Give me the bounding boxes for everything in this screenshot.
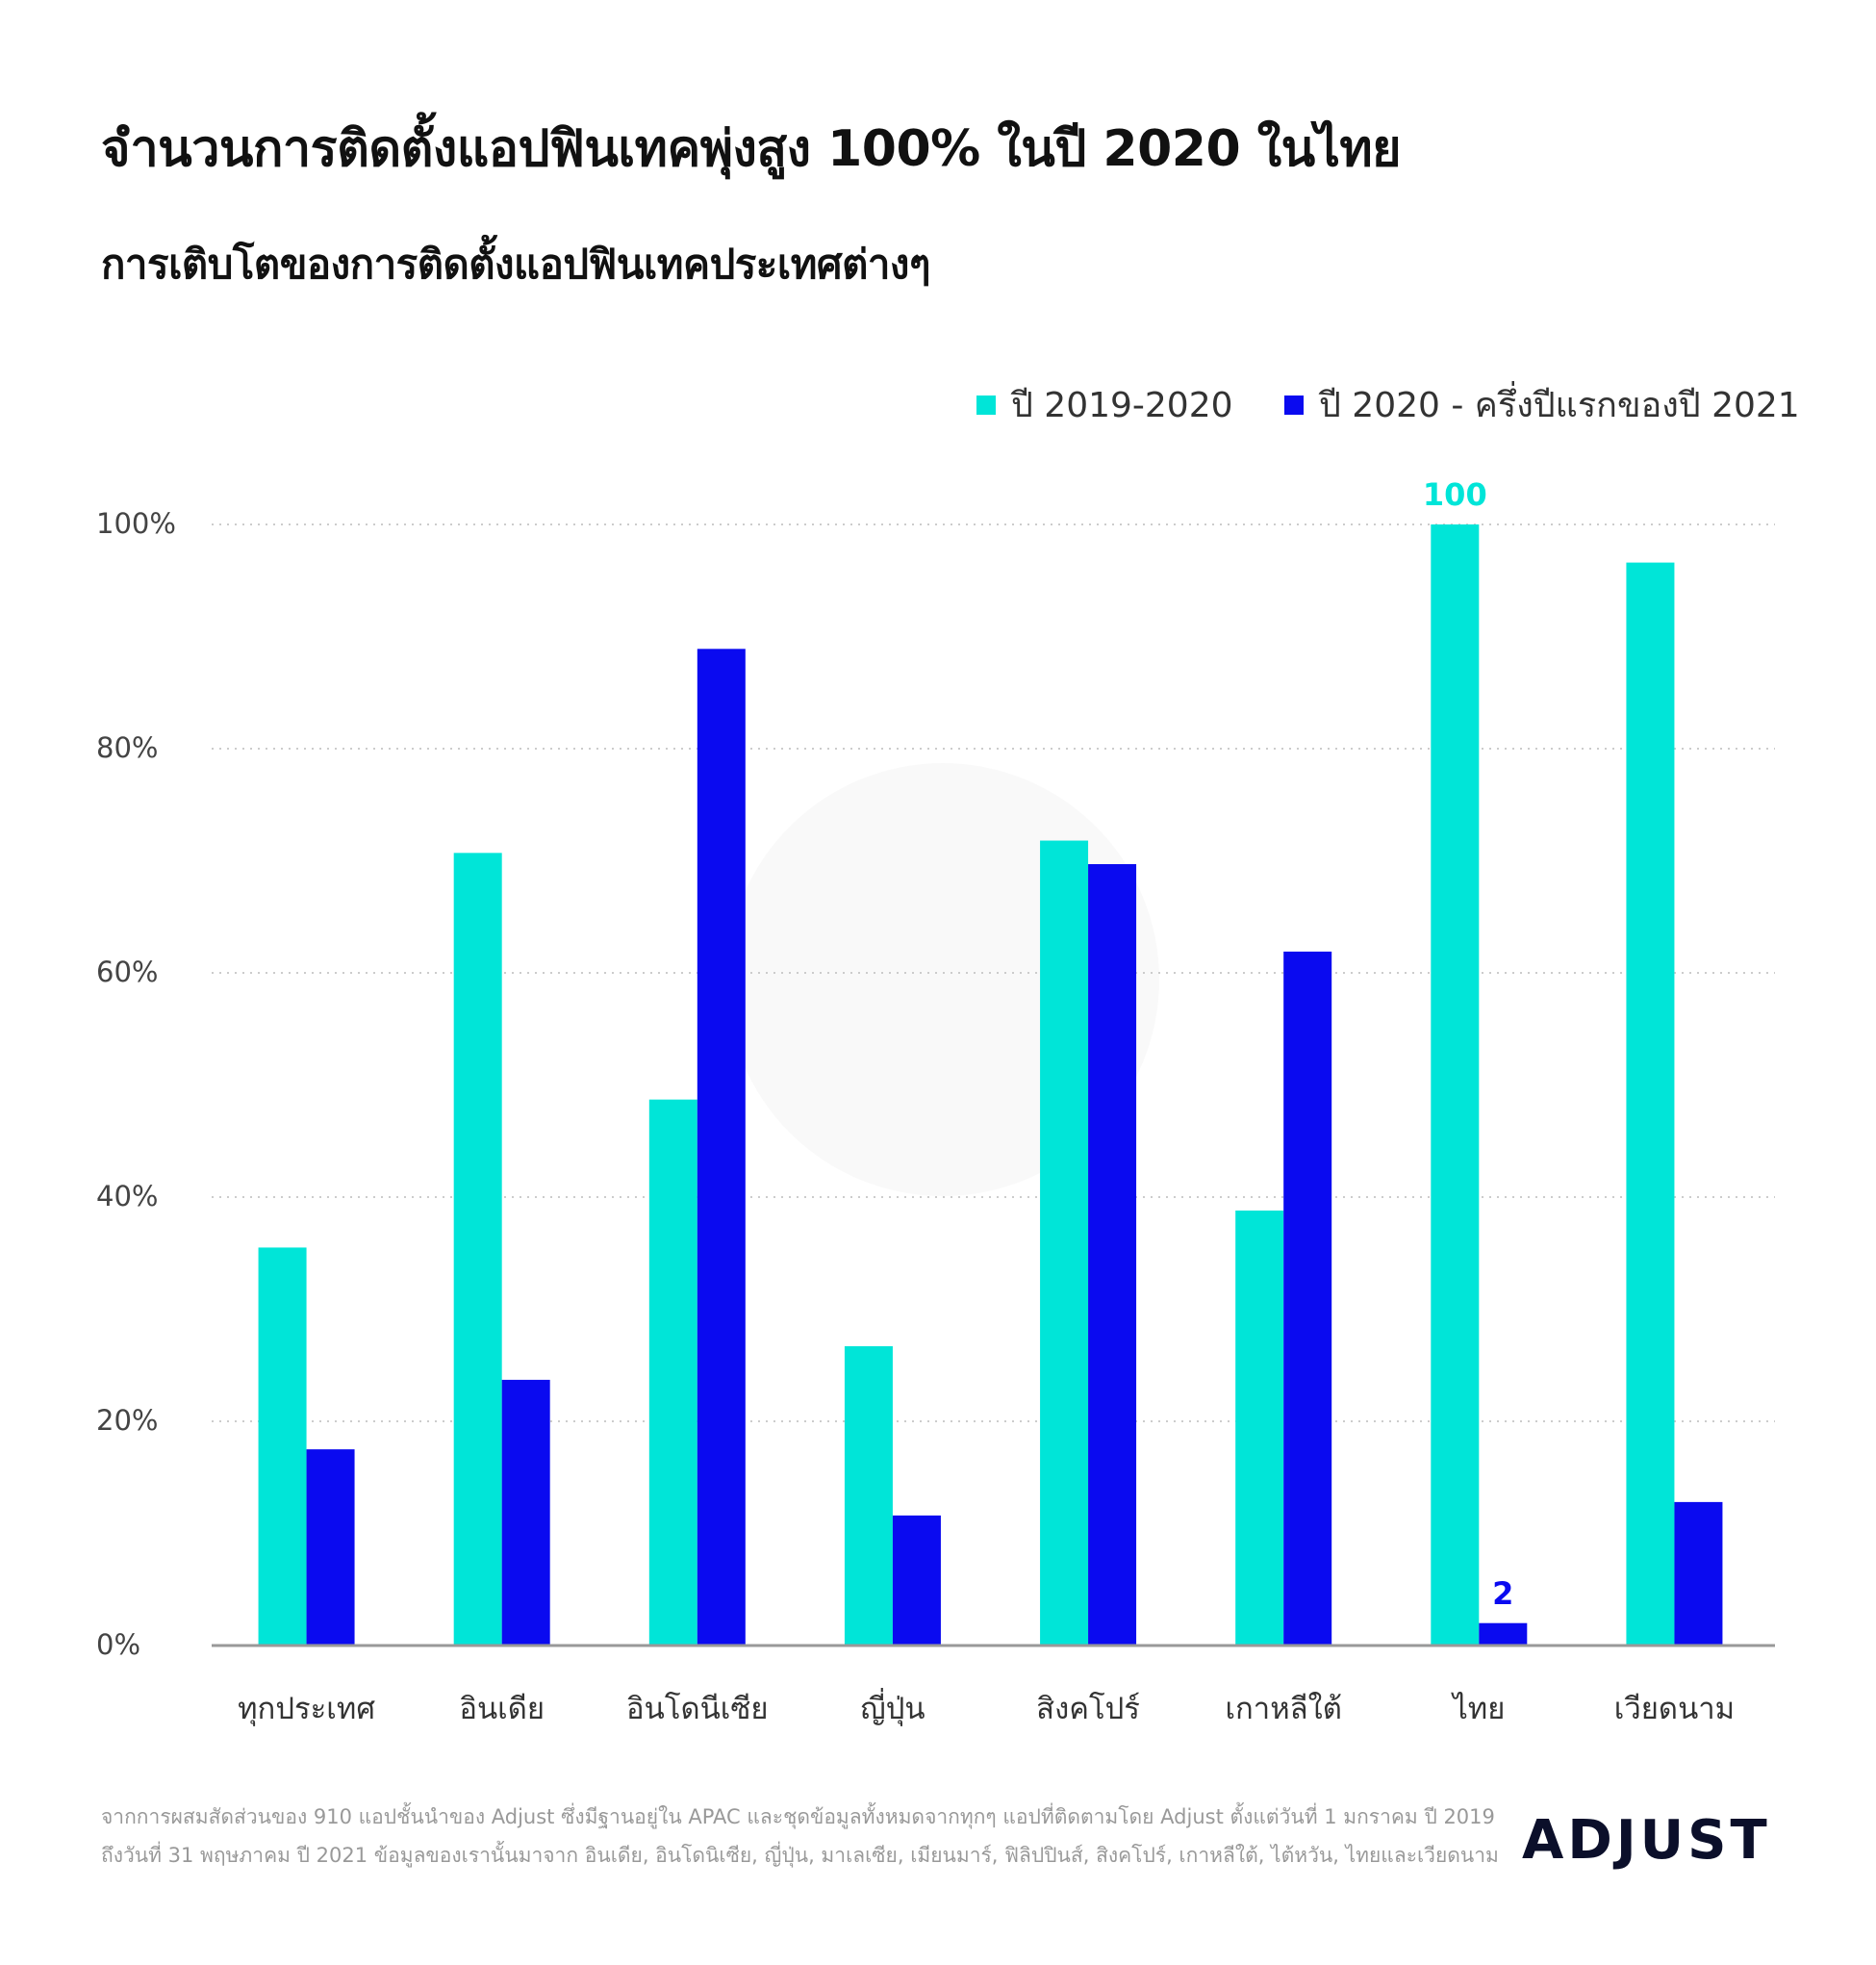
legend-item-series-a: ปี 2019-2020 [976, 377, 1233, 432]
y-tick-label: 20% [96, 1404, 159, 1437]
y-tick-label: 40% [96, 1180, 159, 1212]
legend-item-series-b: ปี 2020 - ครึ่งปีแรกของปี 2021 [1284, 377, 1800, 432]
chart-title: จำนวนการติดตั้งแอปฟินเทคพุ่งสูง 100% ในป… [101, 120, 1402, 178]
bar-series-b [1088, 863, 1137, 1646]
footnote: จากการผสมสัดส่วนของ 910 แอปชั้นนำของ Adj… [101, 1798, 1506, 1875]
bar-series-a [648, 1099, 697, 1646]
y-tick-label: 100% [96, 507, 176, 540]
bar-series-b [1674, 1501, 1723, 1646]
footnote-line-1: จากการผสมสัดส่วนของ 910 แอปชั้นนำของ Adj… [101, 1805, 1495, 1828]
bar-series-b [1479, 1622, 1528, 1646]
y-tick-label: 80% [96, 731, 159, 764]
bar-series-b [306, 1449, 355, 1646]
bar-series-b [892, 1515, 941, 1646]
x-tick-label: ญี่ปุ่น [860, 1692, 925, 1726]
legend-label-series-a: ปี 2019-2020 [1011, 386, 1233, 425]
bar-series-b [697, 649, 746, 1646]
bar-series-a [1040, 840, 1089, 1646]
bar-series-b [501, 1379, 550, 1646]
x-tick-label: เกาหลีใต้ [1225, 1692, 1342, 1726]
bar-series-a [1626, 562, 1675, 1646]
x-tick-label: ทุกประเทศ [238, 1692, 375, 1726]
y-tick-label: 60% [96, 956, 159, 988]
x-tick-label: อินเดีย [459, 1692, 545, 1726]
legend-swatch-series-a [976, 395, 996, 415]
bar-series-a [1235, 1210, 1284, 1646]
legend-label-series-b: ปี 2020 - ครึ่งปีแรกของปี 2021 [1319, 386, 1800, 425]
bar-series-b [1283, 951, 1332, 1646]
y-tick-label: 0% [96, 1628, 141, 1661]
legend-swatch-series-b [1284, 395, 1304, 415]
bar-chart [212, 523, 1775, 1647]
data-label: 2 [1492, 1574, 1514, 1612]
x-tick-label: อินโดนีเซีย [626, 1692, 769, 1726]
bar-series-a [1431, 524, 1480, 1646]
adjust-logo: ADJUST [1522, 1809, 1771, 1872]
bar-series-a [453, 853, 502, 1646]
bar-series-a [844, 1345, 893, 1646]
footnote-line-2: ถึงวันที่ 31 พฤษภาคม ปี 2021 ข้อมูลของเร… [101, 1844, 1499, 1867]
chart-subtitle: การเติบโตของการติดตั้งแอปฟินเทคประเทศต่า… [101, 241, 931, 288]
bars [258, 524, 1723, 1646]
x-tick-label: เวียดนาม [1613, 1692, 1736, 1726]
data-label: 100 [1422, 476, 1487, 513]
x-tick-label: ไทย [1453, 1692, 1506, 1726]
bar-series-a [258, 1247, 307, 1646]
x-tick-label: สิงคโปร์ [1036, 1692, 1140, 1726]
